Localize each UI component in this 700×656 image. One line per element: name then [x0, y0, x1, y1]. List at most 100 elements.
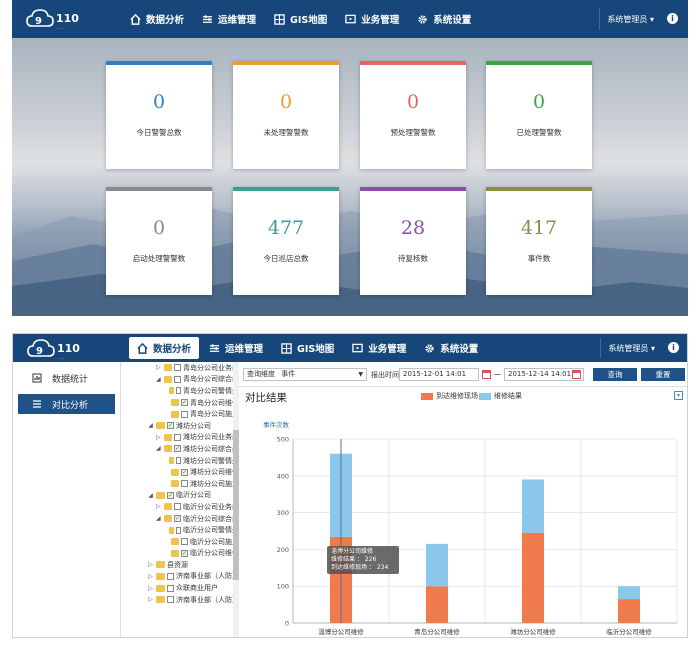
tree-checkbox[interactable]: ✓: [167, 491, 174, 499]
tree-checkbox[interactable]: [176, 526, 181, 534]
calendar-icon[interactable]: [482, 369, 491, 379]
nav-label: 系统设置: [433, 15, 472, 26]
nav-business[interactable]: 业务管理: [344, 337, 414, 359]
tree-expander-icon[interactable]: ◢: [155, 445, 161, 453]
map-grid-icon: [274, 13, 285, 25]
tree-node[interactable]: ◢ 青岛分公司综合部: [137, 374, 239, 386]
tree-checkbox[interactable]: [174, 433, 182, 441]
tree-node[interactable]: 青岛分公司施工: [137, 408, 239, 420]
tree-checkbox[interactable]: ✓: [181, 399, 188, 407]
user-menu[interactable]: 系统管理员 ▾: [607, 15, 654, 24]
sidebar-item-comparison[interactable]: 对比分析: [18, 394, 115, 414]
tree-node[interactable]: ◢ ✓ 临沂分公司: [137, 490, 239, 502]
download-icon[interactable]: ▾: [674, 391, 683, 400]
nav-data-analysis[interactable]: 数据分析: [122, 8, 192, 30]
tree-node[interactable]: ✓ 青岛分公司维修: [137, 397, 239, 409]
stat-card[interactable]: 417 事件数: [486, 187, 592, 295]
stat-card[interactable]: 0 已处理警警数: [486, 61, 592, 169]
user-menu[interactable]: 系统管理员 ▾: [608, 344, 655, 353]
nav-settings[interactable]: 系统设置: [409, 8, 479, 30]
tree-node[interactable]: 青岛分公司警情处: [137, 385, 239, 397]
nav-settings[interactable]: 系统设置: [416, 337, 486, 359]
tree-checkbox[interactable]: [176, 387, 181, 395]
card-accent-bar: [106, 61, 212, 65]
sidebar-item-data-stats[interactable]: 数据统计: [18, 368, 115, 388]
nav-gis-map[interactable]: GIS地图: [266, 8, 335, 30]
nav-business[interactable]: 业务管理: [337, 8, 407, 30]
tree-checkbox[interactable]: ✓: [167, 422, 174, 430]
start-date-input[interactable]: 2015-12-01 14:01: [399, 368, 479, 381]
tree-node[interactable]: 临沂分公司施工: [137, 536, 239, 548]
tree-node[interactable]: ▷ 济南事业部（人防）: [137, 571, 239, 583]
tree-node[interactable]: 临沂分公司警情处: [137, 524, 239, 536]
tree-node[interactable]: ▷ 县资源: [137, 559, 239, 571]
tree-scrollbar[interactable]: [233, 362, 239, 637]
tree-expander-icon[interactable]: ◢: [148, 422, 153, 430]
tree-node[interactable]: ◢ ✓ 潍坊分公司综合部: [137, 443, 239, 455]
tree-checkbox[interactable]: [181, 480, 188, 488]
tree-node[interactable]: ✓ 潍坊分公司维修: [137, 466, 239, 478]
tree-checkbox[interactable]: [181, 410, 188, 418]
tree-checkbox[interactable]: ✓: [174, 445, 181, 453]
stat-card[interactable]: 0 启动处理警警数: [106, 187, 212, 295]
svg-text:· · ·: · · ·: [57, 26, 63, 31]
tree-checkbox[interactable]: [174, 375, 182, 383]
tree-expander-icon[interactable]: ▷: [148, 596, 153, 604]
tree-checkbox[interactable]: [174, 503, 182, 511]
tree-node[interactable]: 潍坊分公司施工: [137, 478, 239, 490]
nav-operations[interactable]: 运维管理: [201, 337, 271, 359]
tooltip-title: 淄博分公司维修: [331, 548, 374, 555]
tree-expander-icon[interactable]: ▷: [156, 433, 161, 441]
gear-icon: [425, 343, 434, 353]
tree-expander-icon[interactable]: ▷: [156, 503, 161, 511]
calendar-icon[interactable]: [572, 369, 581, 379]
scrollbar-thumb[interactable]: [233, 430, 239, 580]
reset-button[interactable]: 重置: [641, 368, 685, 381]
tree-checkbox[interactable]: ✓: [181, 549, 188, 557]
tree-node[interactable]: ▷ 潍坊分公司业务部: [137, 432, 239, 444]
tree-node[interactable]: ✓ 临沂分公司维修: [137, 548, 239, 560]
tree-expander-icon[interactable]: ◢: [156, 375, 161, 383]
info-icon[interactable]: i: [667, 13, 678, 24]
folder-icon: [156, 422, 165, 430]
tree-checkbox[interactable]: [181, 538, 188, 546]
tree-expander-icon[interactable]: ◢: [148, 491, 153, 499]
stat-card[interactable]: 0 预处理警警数: [360, 61, 466, 169]
nav-data-analysis[interactable]: 数据分析: [129, 337, 200, 359]
stat-card[interactable]: 477 今日巡店总数: [233, 187, 339, 295]
tree-checkbox[interactable]: [176, 457, 181, 465]
tree-node[interactable]: ▷ 众联商业用户: [137, 582, 239, 594]
tree-node[interactable]: ◢ ✓ 临沂分公司综合部: [137, 513, 239, 525]
stat-card[interactable]: 0 今日警警总数: [106, 61, 212, 169]
tree-node[interactable]: ▷ 临沂分公司业务部: [137, 501, 239, 513]
tree-checkbox[interactable]: ✓: [174, 515, 181, 523]
tree-expander-icon[interactable]: ◢: [155, 515, 161, 523]
tree-expander-icon[interactable]: ▷: [156, 364, 161, 372]
stat-card[interactable]: 28 待复核数: [360, 187, 466, 295]
tree-checkbox[interactable]: ✓: [181, 468, 188, 476]
tree-node[interactable]: ◢ ✓ 潍坊分公司: [137, 420, 239, 432]
tree-checkbox[interactable]: [174, 364, 182, 372]
info-icon[interactable]: i: [668, 342, 679, 353]
tree-expander-icon[interactable]: ▷: [148, 584, 153, 592]
stat-card[interactable]: 0 未处理警警数: [233, 61, 339, 169]
tree-expander-icon[interactable]: ▷: [148, 572, 153, 580]
legend-item[interactable]: 到达维修现场: [421, 391, 478, 401]
legend-item[interactable]: 维修结果: [479, 391, 522, 401]
tree-node[interactable]: ▷ 青岛分公司业务部: [137, 362, 239, 374]
tree-checkbox[interactable]: [167, 596, 174, 604]
end-date-input[interactable]: 2015-12-14 14:01: [504, 368, 584, 381]
search-button[interactable]: 查询: [593, 368, 637, 381]
nav-gis-map[interactable]: GIS地图: [273, 337, 342, 359]
tree-node-label: 潍坊分公司警情处: [183, 456, 239, 465]
tree-node[interactable]: 潍坊分公司警情处: [137, 455, 239, 467]
tree-node-label: 临沂分公司综合部: [183, 514, 239, 523]
tree-expander-icon[interactable]: ▷: [148, 561, 153, 569]
tree-node-label: 青岛分公司维修: [190, 398, 239, 407]
tree-checkbox[interactable]: [167, 584, 174, 592]
y-tick-label: 400: [277, 472, 289, 480]
query-type-select[interactable]: 查询维度 事件 ▼: [243, 368, 367, 381]
nav-operations[interactable]: 运维管理: [194, 8, 264, 30]
tree-checkbox[interactable]: [167, 572, 174, 580]
tree-node[interactable]: ▷ 济南事业部（人防）: [137, 594, 239, 606]
